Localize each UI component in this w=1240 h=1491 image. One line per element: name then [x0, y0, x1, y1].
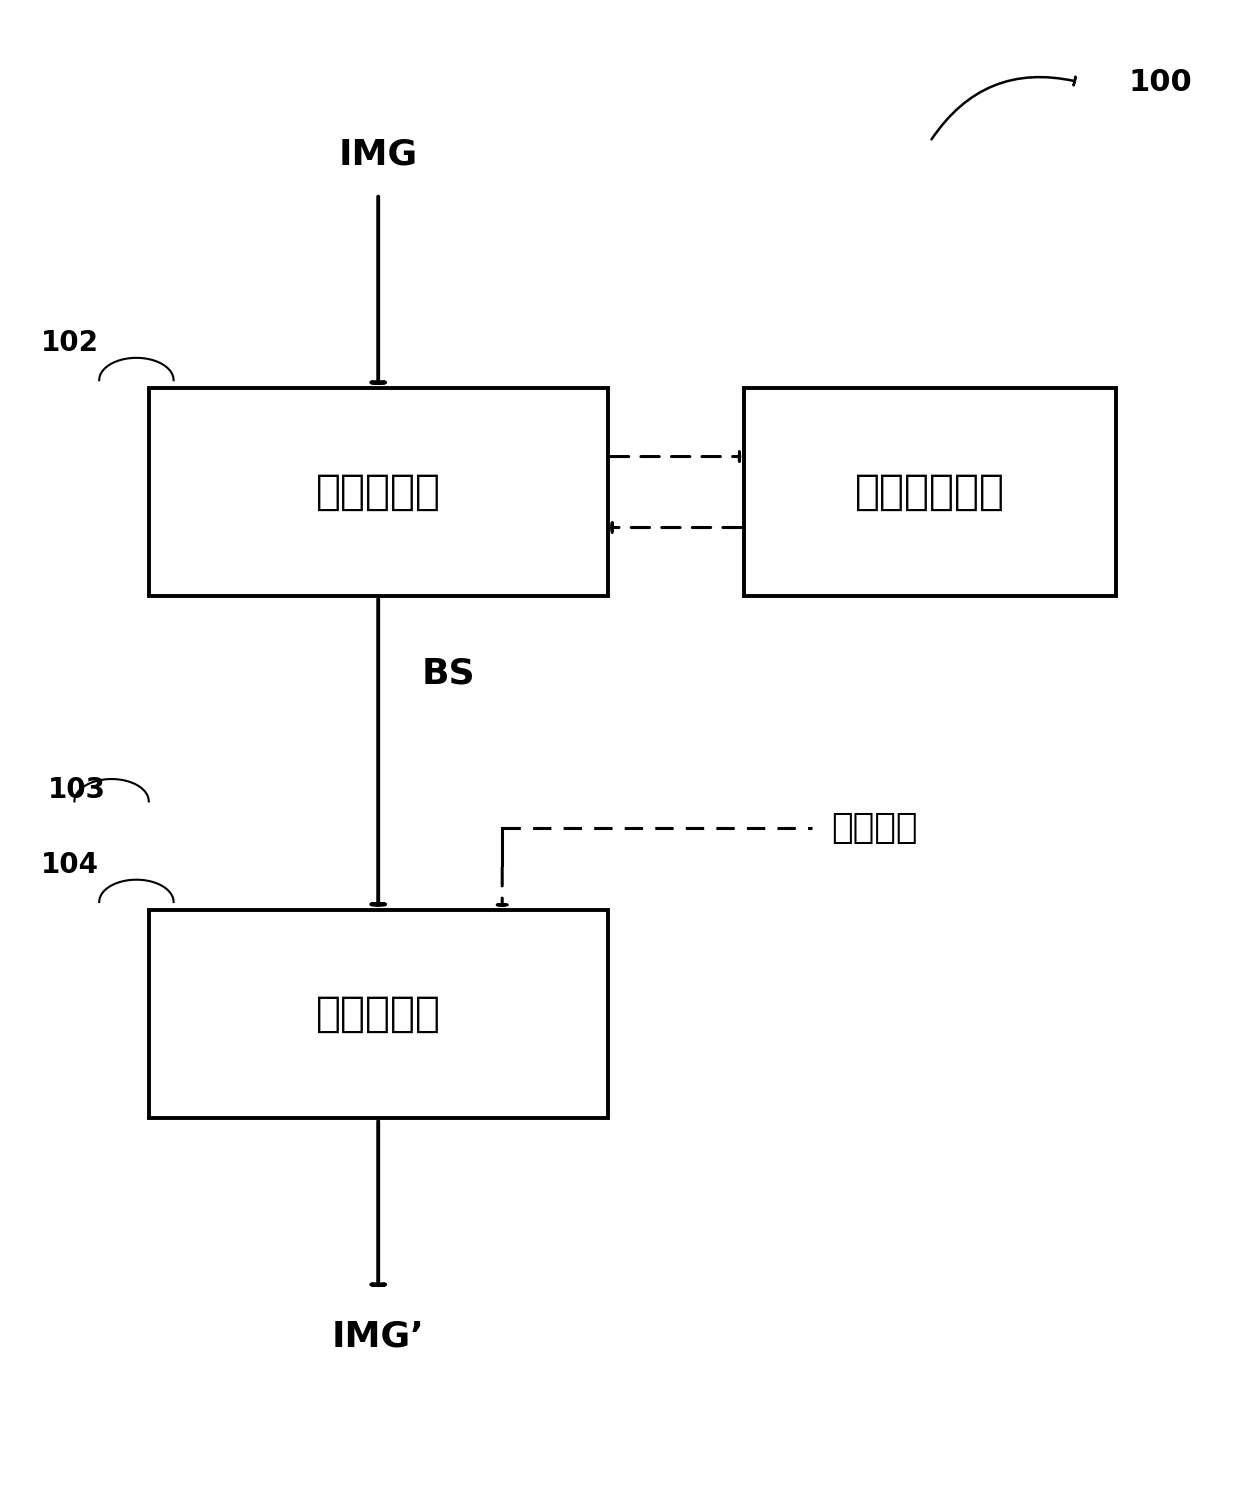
Text: 103: 103 — [47, 777, 105, 804]
Text: 100: 100 — [1128, 67, 1192, 97]
Text: 独立分区编码: 独立分区编码 — [856, 471, 1004, 513]
Text: IMG: IMG — [339, 137, 418, 171]
Bar — [149, 388, 608, 596]
Text: 104: 104 — [41, 851, 99, 878]
Text: 102: 102 — [41, 330, 99, 356]
Text: IMG’: IMG’ — [332, 1320, 424, 1354]
Bar — [149, 910, 608, 1118]
Text: 视口信息: 视口信息 — [831, 811, 918, 844]
Text: 视频编码器: 视频编码器 — [316, 471, 440, 513]
Text: 视频解码器: 视频解码器 — [316, 993, 440, 1035]
Text: BS: BS — [422, 656, 475, 690]
Bar — [744, 388, 1116, 596]
